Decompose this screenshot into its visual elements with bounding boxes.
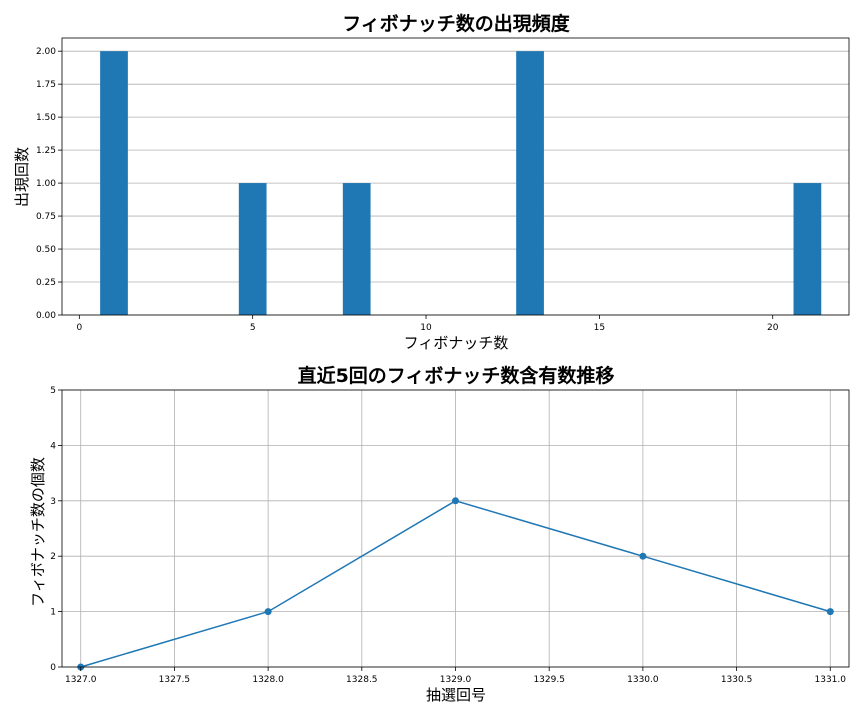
bar-plot-frame (61, 37, 850, 316)
line-chart-y-tick-label: 1 (50, 608, 56, 618)
line-chart-x-tick-label: 1327.0 (65, 675, 97, 685)
data-point (452, 497, 459, 505)
bar-chart-y-tick-label: 0.00 (36, 311, 56, 321)
bar (793, 183, 822, 315)
line-chart-x-tick-label: 1330.5 (721, 675, 753, 685)
line-chart-x-tick-label: 1328.5 (346, 675, 378, 685)
line-chart-x-ticks: 1327.0 1327.5 1328.0 1328.5 1329.0 1329.5 1330… (65, 667, 846, 685)
line-chart-y-tick-label: 3 (50, 497, 56, 507)
bar-chart-bars (100, 51, 822, 315)
line-chart-x-tick-label: 1331.0 (815, 675, 847, 685)
bar-chart-x-tick-label: 5 (250, 323, 256, 333)
line-chart-y-tick-label: 5 (50, 386, 56, 396)
line-chart-x-tick-label: 1327.5 (159, 675, 191, 685)
bar-chart-y-ticks: 0.00 0.25 0.50 0.75 1.00 1.25 1.50 1.75 2.00 (36, 47, 62, 321)
bar-chart-x-tick-label: 15 (594, 323, 605, 333)
bar-chart-y-tick-label: 0.50 (36, 245, 56, 255)
line-chart-y-tick-label: 0 (50, 663, 56, 673)
bar-chart: 0 5 10 15 20 0.00 0.25 0.50 0.75 1.00 1.25 1.50 1.7… (13, 12, 850, 352)
bar-chart-y-axis-label: 出現回数 (13, 147, 31, 207)
bar-chart-x-axis-label: フィボナッチ数 (404, 334, 509, 352)
bar (238, 183, 267, 315)
line-chart-y-ticks: 0 1 2 3 4 5 (50, 386, 62, 673)
line-chart-x-tick-label: 1328.0 (252, 675, 284, 685)
bar-chart-x-ticks: 0 5 10 15 20 (76, 315, 779, 333)
line-chart-series (77, 497, 834, 671)
bar-chart-y-tick-label: 1.75 (36, 80, 56, 90)
bar (100, 51, 128, 315)
line-chart: 1327.0 1327.5 1328.0 1328.5 1329.0 1329.5 1330… (29, 364, 850, 704)
line-chart-x-tick-label: 1330.0 (627, 675, 659, 685)
line-chart-y-tick-label: 4 (50, 441, 56, 451)
bar-chart-x-tick-label: 20 (767, 323, 779, 333)
line-chart-y-tick-label: 2 (50, 552, 56, 562)
bar-chart-y-tick-label: 2.00 (36, 47, 56, 57)
bar-chart-x-tick-label: 0 (76, 323, 82, 333)
bar-chart-title: フィボナッチ数の出現頻度 (342, 12, 571, 35)
line-chart-y-axis-label: フィボナッチ数の個数 (29, 457, 47, 607)
bar-chart-y-tick-label: 1.25 (36, 146, 56, 156)
bar-chart-y-tick-label: 0.25 (36, 278, 56, 288)
data-point (264, 608, 272, 616)
bar-chart-y-tick-label: 0.75 (36, 212, 56, 222)
line-chart-x-axis-label: 抽選回号 (426, 686, 486, 704)
bar-chart-y-tick-label: 1.50 (36, 113, 56, 123)
bar-chart-gridlines (62, 50, 849, 316)
bar-chart-x-tick-label: 10 (420, 323, 432, 333)
line-chart-x-tick-label: 1329.5 (533, 675, 565, 685)
bar-plot-area (62, 38, 849, 315)
bar-chart-y-tick-label: 1.00 (36, 179, 56, 189)
bar (516, 51, 544, 315)
line-chart-x-tick-label: 1329.0 (440, 675, 472, 685)
data-point (826, 608, 834, 616)
line-chart-title: 直近5回のフィボナッチ数含有数推移 (298, 364, 615, 387)
data-point (639, 552, 647, 560)
bar (342, 183, 371, 315)
